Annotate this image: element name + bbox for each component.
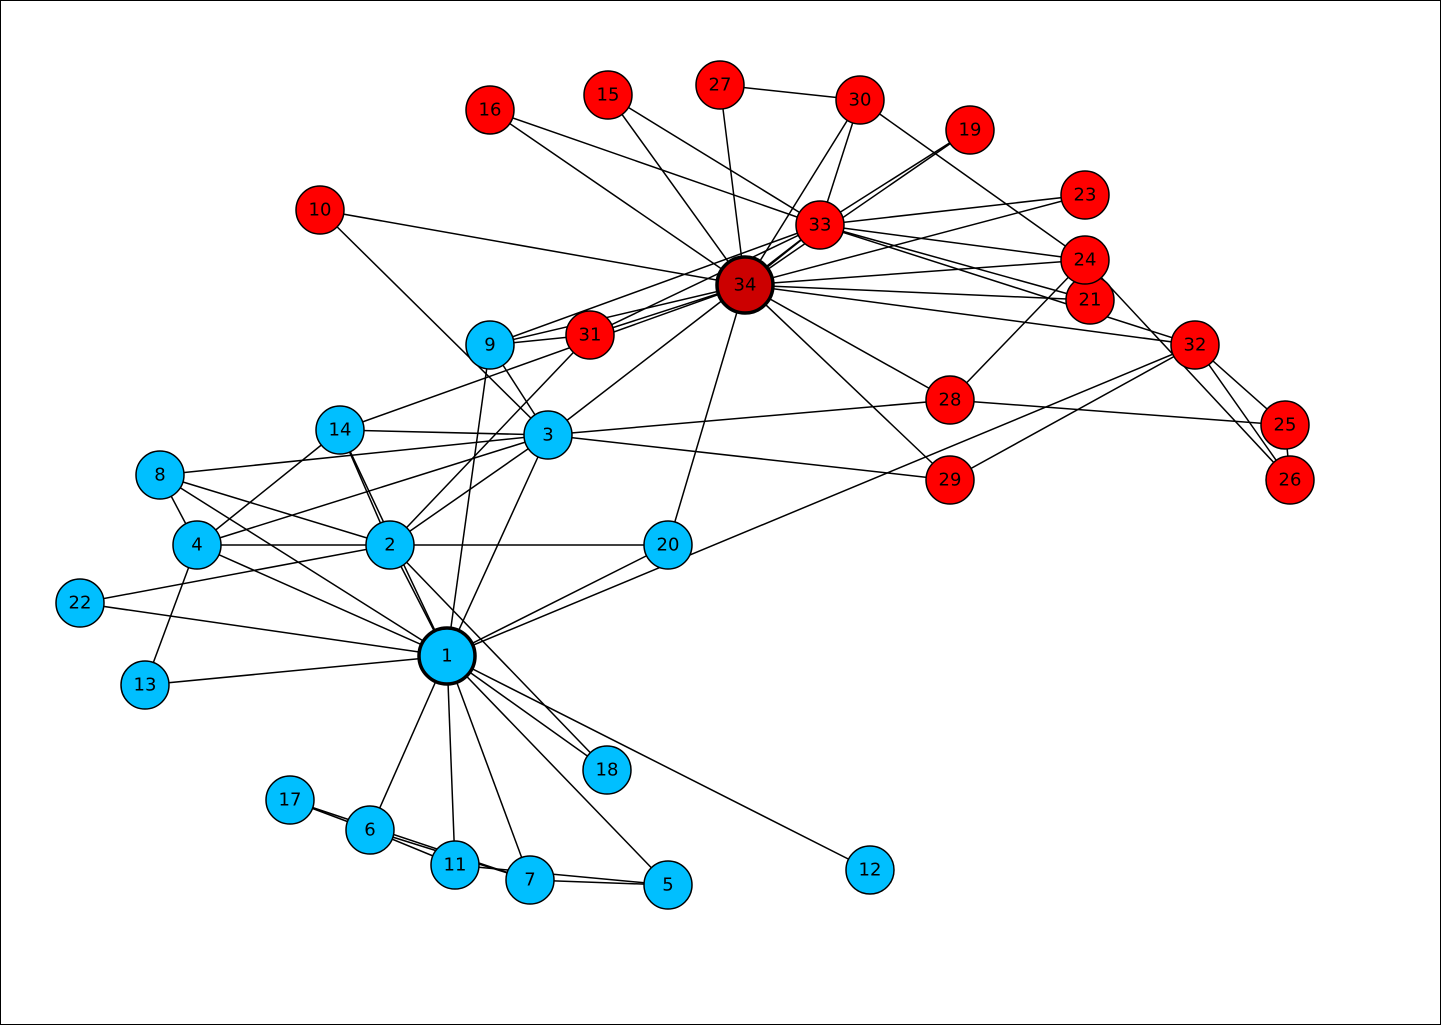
node-3 bbox=[524, 411, 572, 459]
node-13 bbox=[121, 661, 169, 709]
node-29 bbox=[926, 456, 974, 504]
node-4 bbox=[173, 521, 221, 569]
node-6 bbox=[346, 806, 394, 854]
node-23 bbox=[1061, 171, 1109, 219]
node-2 bbox=[366, 521, 414, 569]
node-31 bbox=[566, 311, 614, 359]
node-28 bbox=[926, 376, 974, 424]
node-10 bbox=[296, 186, 344, 234]
node-7 bbox=[506, 856, 554, 904]
node-11 bbox=[431, 841, 479, 889]
plot-background bbox=[0, 0, 1441, 1025]
node-24 bbox=[1061, 236, 1109, 284]
node-20 bbox=[644, 521, 692, 569]
node-16 bbox=[466, 86, 514, 134]
node-5 bbox=[644, 861, 692, 909]
network-graph: 1234567891011121314151617181920212223242… bbox=[0, 0, 1441, 1025]
node-33 bbox=[796, 201, 844, 249]
node-14 bbox=[316, 406, 364, 454]
node-34 bbox=[717, 257, 773, 313]
node-32 bbox=[1171, 321, 1219, 369]
node-1 bbox=[419, 628, 475, 684]
node-17 bbox=[266, 776, 314, 824]
node-22 bbox=[56, 579, 104, 627]
node-15 bbox=[584, 71, 632, 119]
node-8 bbox=[136, 451, 184, 499]
graph-svg: 1234567891011121314151617181920212223242… bbox=[0, 0, 1441, 1025]
node-25 bbox=[1261, 401, 1309, 449]
node-12 bbox=[846, 846, 894, 894]
node-27 bbox=[696, 61, 744, 109]
node-30 bbox=[836, 76, 884, 124]
node-18 bbox=[583, 746, 631, 794]
node-9 bbox=[466, 321, 514, 369]
node-19 bbox=[946, 106, 994, 154]
node-26 bbox=[1266, 456, 1314, 504]
